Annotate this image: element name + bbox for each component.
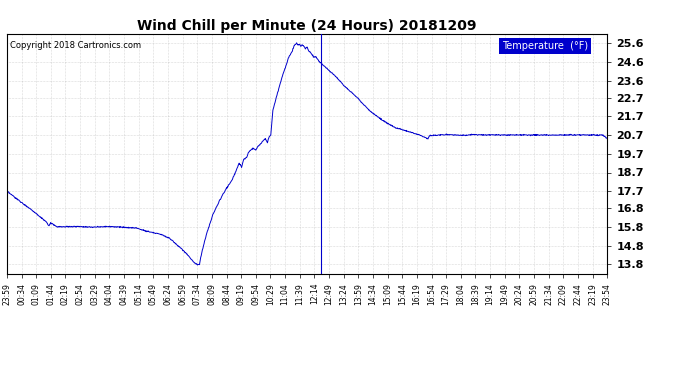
Title: Wind Chill per Minute (24 Hours) 20181209: Wind Chill per Minute (24 Hours) 2018120… — [137, 19, 477, 33]
Text: Copyright 2018 Cartronics.com: Copyright 2018 Cartronics.com — [10, 41, 141, 50]
Text: Temperature  (°F): Temperature (°F) — [502, 41, 589, 51]
